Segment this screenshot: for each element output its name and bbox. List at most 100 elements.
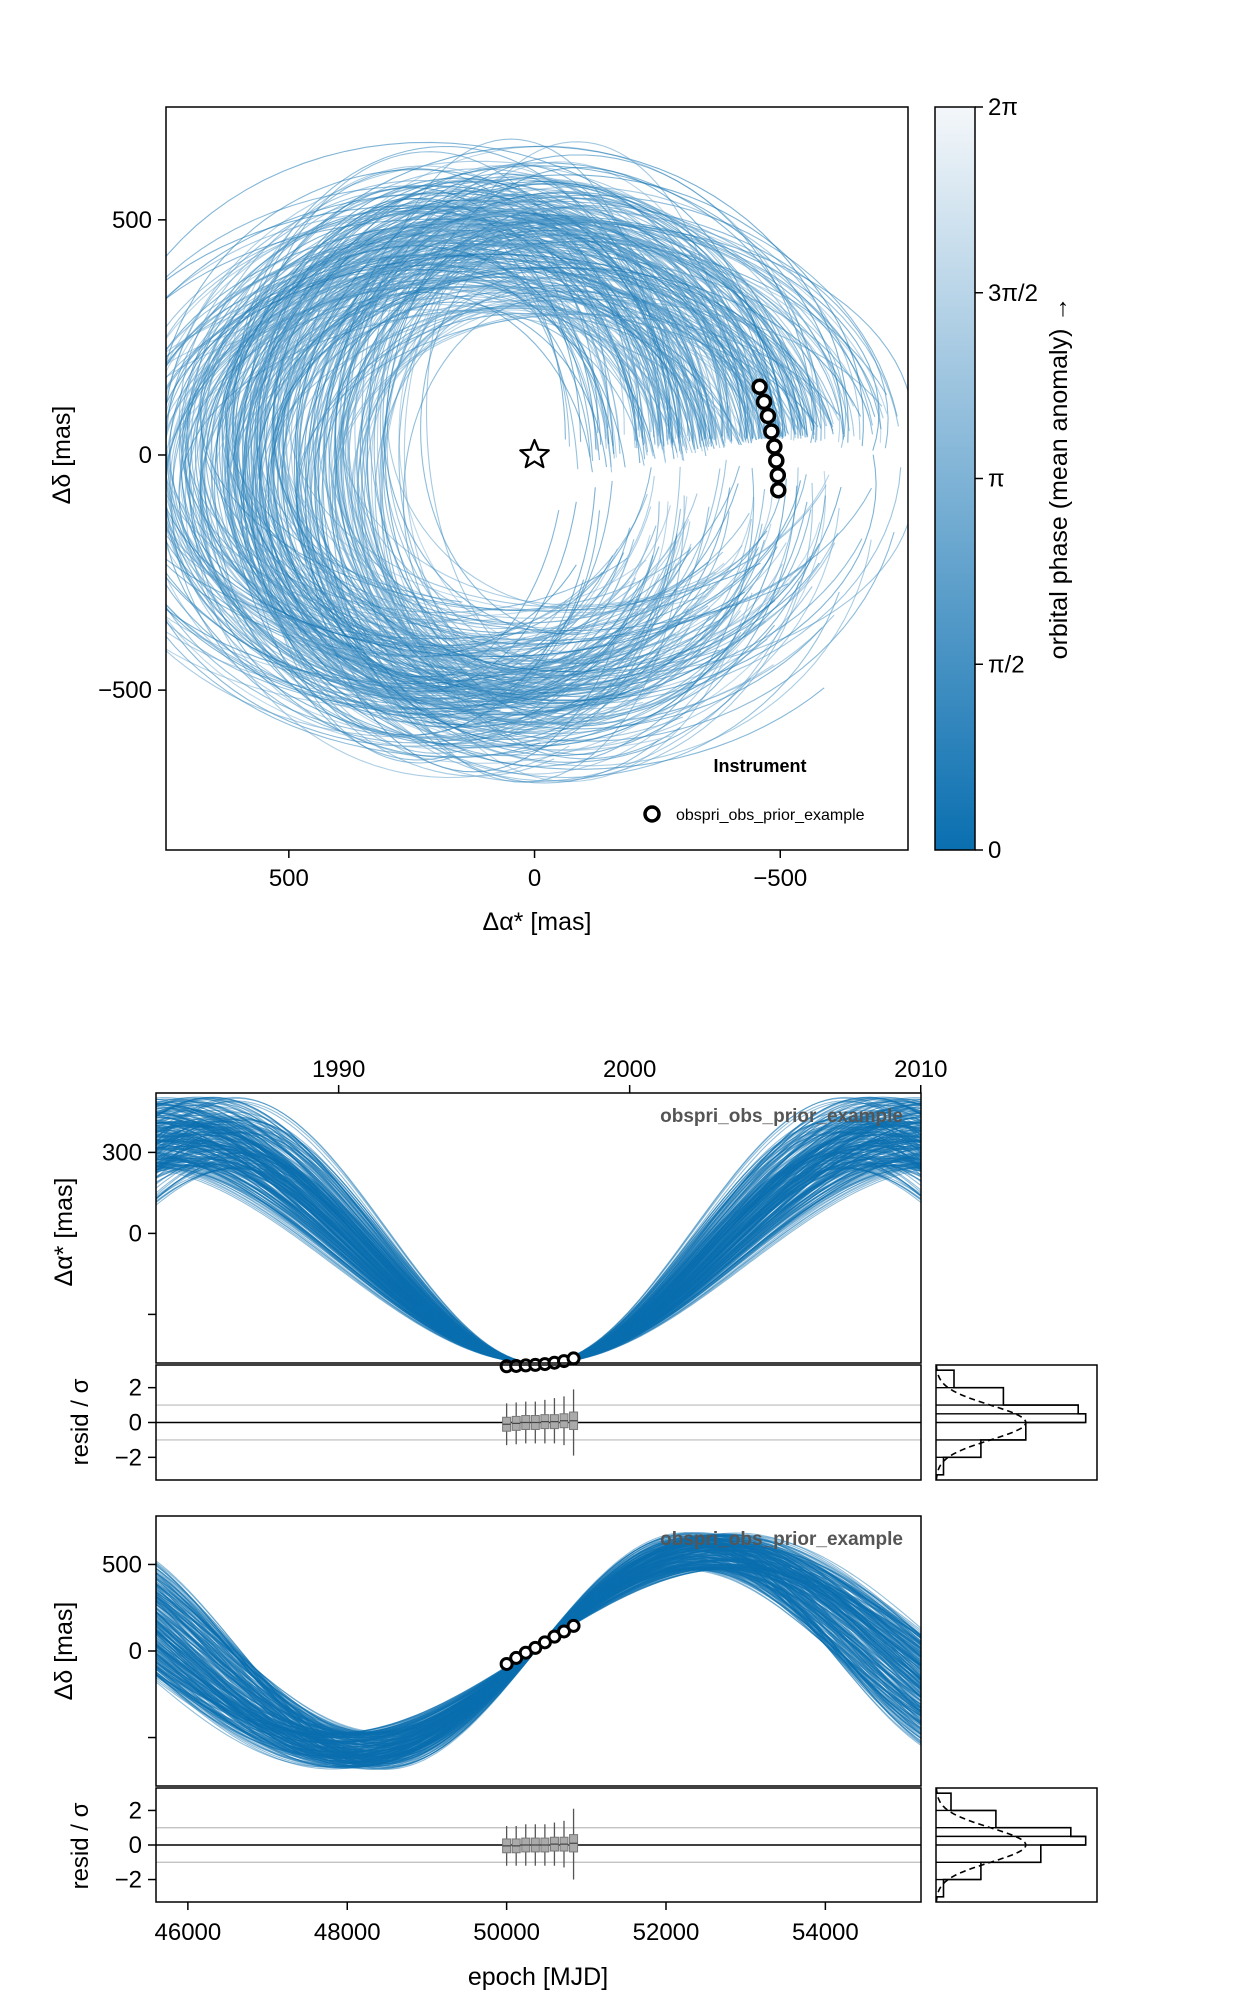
orbit-sample-line [156, 1124, 921, 1363]
y-tick-label: 300 [102, 1139, 142, 1166]
orbit-sample-line [156, 1156, 921, 1363]
y-tick-label: 0 [129, 1220, 142, 1247]
ra-residual-y-axis-label: resid / σ [67, 1378, 94, 1465]
orbit-sample-line [156, 1123, 921, 1363]
orbit-sample-line [156, 1114, 921, 1363]
orbit-sample-line [156, 1111, 921, 1363]
orbit-sample-line [156, 1134, 921, 1363]
y-tick-label: 0 [139, 442, 152, 469]
orbit-sample-line [156, 1167, 921, 1363]
orbit-sample-line [156, 1139, 921, 1363]
year-axis-ticks: 1990 2000 2010 [312, 1056, 947, 1093]
orbit-sample-line [156, 1147, 921, 1363]
orbit-sample-line [249, 244, 818, 619]
sky-plane-panel: 500 0 −500 500 0 −500 Δα* [mas] Δδ [mas] Ins… [48, 94, 1073, 936]
orbit-sample-line [166, 253, 834, 658]
orbit-sample-line [156, 1135, 921, 1363]
orbit-sample-line [156, 1161, 921, 1363]
orbit-sample-line [156, 1117, 921, 1363]
orbit-sample-line [156, 1157, 921, 1363]
orbit-sample-line [156, 1125, 921, 1363]
orbit-sample-line [156, 1146, 921, 1363]
orbit-sample-line [166, 199, 748, 693]
ra-orbit-samples [156, 1096, 921, 1363]
orbit-sample-line [156, 1157, 921, 1363]
orbit-sample-line [156, 1152, 921, 1363]
orbit-sample-line [156, 1162, 921, 1363]
orbit-sample-line [156, 1161, 921, 1363]
orbit-sample-line [156, 1112, 921, 1363]
sky-y-ticks: 500 0 −500 [98, 207, 166, 704]
orbit-sample-line [156, 1156, 921, 1363]
orbit-sample-line [156, 1115, 921, 1363]
orbit-sample-line [348, 219, 776, 709]
legend-title: Instrument [713, 756, 806, 776]
orbit-sample-line [156, 1134, 921, 1363]
y-tick-label: 0 [129, 1638, 142, 1665]
orbit-sample-line [156, 1126, 921, 1363]
orbit-sample-line [156, 1138, 921, 1363]
orbit-sample-line [156, 1114, 921, 1363]
orbit-sample-line [228, 208, 888, 751]
dec-histogram-frame [935, 1787, 1098, 1903]
orbit-sample-line [156, 1126, 921, 1363]
orbit-sample-line [156, 1159, 921, 1363]
orbit-sample-line [264, 292, 740, 716]
orbit-sample-line [156, 1097, 921, 1363]
orbit-sample-line [156, 1133, 921, 1363]
orbit-sample-line [156, 1154, 921, 1363]
orbit-sample-line [156, 1138, 921, 1363]
dec-residual-boxes [502, 1808, 579, 1880]
orbit-sample-line [156, 1101, 921, 1363]
orbit-sample-line [156, 1146, 921, 1363]
orbit-sample-line [156, 1145, 921, 1363]
orbit-sample-line [156, 1107, 921, 1363]
orbit-sample-line [184, 254, 701, 614]
orbit-sample-line [156, 1110, 921, 1363]
ra-panel-title: obspri_obs_prior_example [660, 1106, 903, 1127]
orbit-sample-line [156, 1163, 921, 1363]
orbit-sample-line [156, 1151, 921, 1363]
orbit-sample-line [205, 200, 796, 641]
orbit-sample-line [156, 1117, 921, 1363]
colorbar-tick-label: π/2 [988, 651, 1025, 678]
orbit-sample-line [156, 1145, 921, 1363]
orbit-sample-line [156, 1096, 921, 1363]
orbit-sample-line [231, 295, 691, 695]
orbit-sample-line [156, 1126, 921, 1363]
orbit-sample-line [166, 169, 680, 704]
orbit-sample-line [156, 1148, 921, 1363]
orbit-sample-line [156, 1127, 921, 1363]
orbit-sample-line [156, 1152, 921, 1363]
orbit-sample-line [317, 192, 798, 757]
orbit-sample-line [156, 1142, 921, 1363]
orbit-sample-line [156, 1151, 921, 1363]
y-tick-label: 2 [129, 1797, 142, 1824]
x-tick-label: 50000 [473, 1919, 540, 1946]
orbit-sample-line [156, 1120, 921, 1363]
orbit-sample-line [156, 1152, 921, 1363]
orbit-sample-line [156, 1155, 921, 1363]
orbit-sample-line [156, 1098, 921, 1363]
orbit-sample-line [156, 1167, 921, 1363]
orbit-sample-line [156, 1143, 921, 1363]
ra-residual-boxes [502, 1389, 579, 1456]
orbit-sample-line [156, 1164, 921, 1363]
orbit-sample-line [156, 1100, 921, 1363]
orbit-sample-line [299, 190, 694, 689]
orbit-sample-line [156, 1109, 921, 1363]
y-tick-label: −500 [98, 677, 152, 704]
orbit-sample-line [156, 1122, 921, 1363]
orbit-sample-line [156, 1152, 921, 1363]
orbit-sample-line [156, 1118, 921, 1363]
orbit-sample-line [156, 1116, 921, 1363]
orbit-sample-line [156, 1144, 921, 1363]
orbit-sample-line [156, 1144, 921, 1363]
orbit-sample-line [156, 1123, 921, 1363]
orbit-sample-line [156, 1143, 921, 1363]
y-tick-label: −2 [115, 1867, 142, 1894]
orbit-sample-line [156, 1146, 921, 1363]
orbit-sample-line [156, 1158, 921, 1363]
x-tick-label: −500 [753, 865, 807, 892]
